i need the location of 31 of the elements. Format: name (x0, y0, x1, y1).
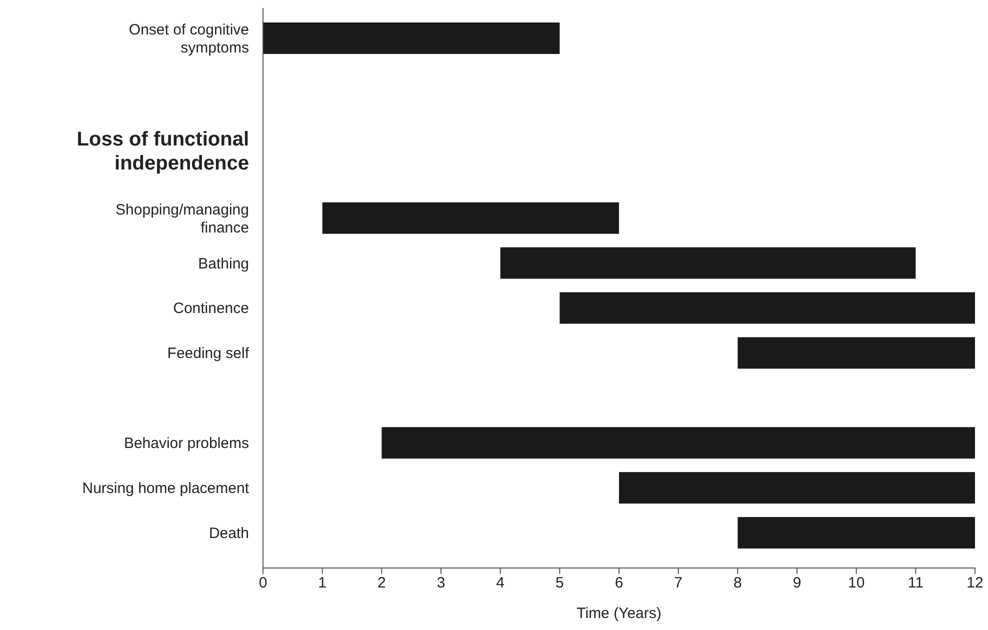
x-tick-label: 5 (555, 574, 564, 592)
x-tick-label: 2 (377, 574, 386, 592)
y-tick-label: Onset of cognitive symptoms (128, 21, 249, 56)
bar (322, 202, 619, 234)
x-tick-label: 11 (908, 574, 924, 592)
x-tick-label: 12 (966, 574, 984, 592)
x-tick-label: 0 (258, 574, 268, 592)
bar (619, 472, 975, 504)
x-tick-label: 7 (674, 574, 683, 592)
y-tick-label: Continence (173, 300, 249, 318)
bar (560, 292, 975, 324)
bar (263, 22, 560, 54)
bar (382, 427, 975, 459)
x-tick-label: 9 (792, 574, 802, 592)
x-tick-label: 6 (614, 574, 624, 592)
y-tick-label: Death (208, 525, 249, 542)
x-tick-label: 8 (733, 574, 742, 592)
y-tick-label: Nursing home placement (82, 480, 250, 498)
x-axis-title: Time (Years) (576, 605, 662, 622)
y-tick-label: Behavior problems (124, 435, 249, 452)
y-tick-label: Loss of functional independence (76, 128, 249, 175)
x-tick-label: 3 (436, 574, 446, 592)
x-tick-label: 10 (848, 574, 865, 592)
y-tick-label: Shopping/managing finance (116, 201, 249, 236)
bar (500, 247, 916, 279)
x-tick-label: 1 (318, 574, 327, 592)
y-tick-label: Feeding self (167, 345, 250, 362)
bar (738, 517, 975, 549)
y-tick-label: Bathing (198, 255, 249, 272)
x-tick-label: 4 (496, 574, 505, 592)
bar (738, 337, 975, 369)
